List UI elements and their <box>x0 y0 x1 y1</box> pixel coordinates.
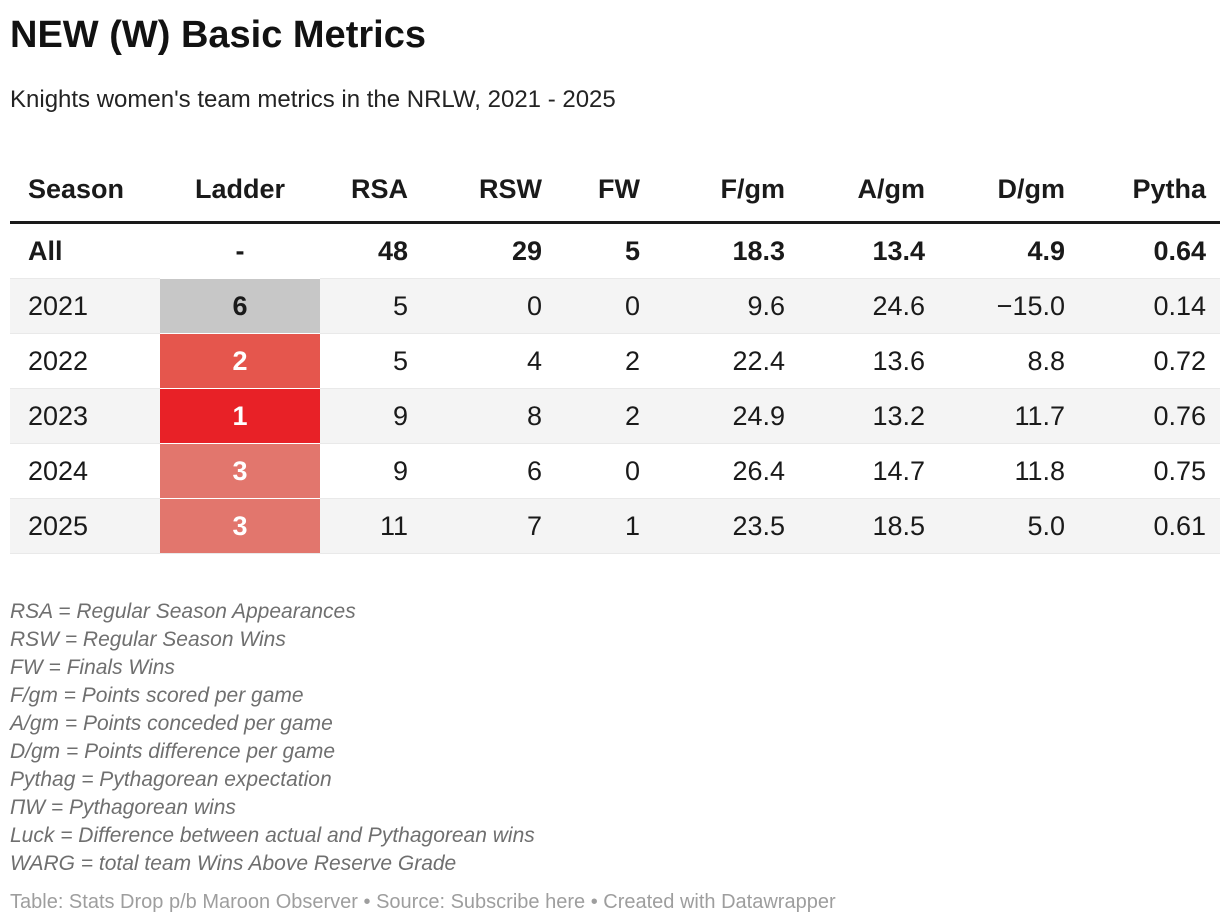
footnote-line: Pythag = Pythagorean expectation <box>10 768 332 792</box>
footnotes: RSA = Regular Season Appearances RSW = R… <box>10 598 1210 878</box>
rsa-cell: 5 <box>320 278 422 334</box>
season-cell: 2022 <box>10 333 160 389</box>
rsw-cell: 7 <box>422 498 556 555</box>
table-row-2025: 2025 3 11 7 1 23.5 18.5 5.0 0.61 <box>10 498 1220 555</box>
ladder-rank-cell: 3 <box>160 498 320 555</box>
dgm-cell: 11.8 <box>939 443 1079 499</box>
dgm-cell: 11.7 <box>939 388 1079 444</box>
separator-dot: • <box>363 891 371 914</box>
pythag-cell: 0.76 <box>1079 388 1220 444</box>
season-cell: 2024 <box>10 443 160 499</box>
fw-cell: 2 <box>556 388 654 444</box>
fw-cell: 1 <box>556 498 654 555</box>
source-link[interactable]: Subscribe here <box>450 891 586 914</box>
season-cell: 2023 <box>10 388 160 444</box>
rsw-cell: 29 <box>511 235 542 266</box>
footnote-line: FW = Finals Wins <box>10 656 175 680</box>
fw-cell: 0 <box>556 278 654 334</box>
fw-cell: 2 <box>556 333 654 389</box>
fw-cell: 0 <box>556 443 654 499</box>
footnote-line: WARG = total team Wins Above Reserve Gra… <box>10 852 457 876</box>
rsa-cell: 48 <box>377 235 408 266</box>
column-header-agm: A/gm <box>799 144 939 225</box>
rsa-cell: 11 <box>320 498 422 555</box>
rsa-cell: 9 <box>320 388 422 444</box>
rsa-cell: 5 <box>320 333 422 389</box>
column-header-dgm: D/gm <box>939 144 1079 225</box>
ladder-cell: - <box>235 235 245 266</box>
page-title: NEW (W) Basic Metrics <box>10 14 426 56</box>
agm-cell: 13.4 <box>872 235 925 266</box>
footnote-line: Luck = Difference between actual and Pyt… <box>10 824 535 848</box>
rsw-cell: 4 <box>422 333 556 389</box>
table-credit: Table: Stats Drop p/b Maroon Observer <box>10 891 358 914</box>
fgm-cell: 26.4 <box>654 443 799 499</box>
column-header-fw: FW <box>556 144 654 225</box>
ladder-rank-cell: 3 <box>160 443 320 499</box>
agm-cell: 13.6 <box>799 333 939 389</box>
fgm-cell: 22.4 <box>654 333 799 389</box>
fgm-cell: 9.6 <box>654 278 799 334</box>
footnote-line: ΠW = Pythagorean wins <box>10 796 236 820</box>
rsw-cell: 0 <box>422 278 556 334</box>
column-header-ladder: Ladder <box>160 144 320 225</box>
footnote-line: A/gm = Points conceded per game <box>10 712 333 736</box>
season-cell: All <box>28 235 63 266</box>
table-row-all: All - 48 29 5 18.3 13.4 4.9 0.64 <box>10 223 1220 279</box>
table-header-row: Season Ladder RSA RSW FW F/gm A/gm D/gm … <box>10 144 1220 225</box>
agm-cell: 18.5 <box>799 498 939 555</box>
page-subtitle: Knights women's team metrics in the NRLW… <box>10 85 616 113</box>
fgm-cell: 24.9 <box>654 388 799 444</box>
attribution-line: Table: Stats Drop p/b Maroon Observer • … <box>10 890 1210 914</box>
fgm-cell: 18.3 <box>732 235 785 266</box>
ladder-rank-cell: 2 <box>160 333 320 389</box>
separator-dot: • <box>590 891 598 914</box>
table-row-2024: 2024 3 9 6 0 26.4 14.7 11.8 0.75 <box>10 443 1220 499</box>
fw-cell: 5 <box>624 235 640 266</box>
metrics-table: Season Ladder RSA RSW FW F/gm A/gm D/gm … <box>10 144 1220 555</box>
table-row-2022: 2022 2 5 4 2 22.4 13.6 8.8 0.72 <box>10 333 1220 389</box>
rsa-cell: 9 <box>320 443 422 499</box>
season-cell: 2025 <box>10 498 160 555</box>
agm-cell: 13.2 <box>799 388 939 444</box>
fgm-cell: 23.5 <box>654 498 799 555</box>
datawrapper-credit: Created with Datawrapper <box>603 891 836 914</box>
column-header-fgm: F/gm <box>654 144 799 225</box>
footnote-line: D/gm = Points difference per game <box>10 740 336 764</box>
dgm-cell: 8.8 <box>939 333 1079 389</box>
agm-cell: 24.6 <box>799 278 939 334</box>
rsw-cell: 8 <box>422 388 556 444</box>
footnote-line: RSW = Regular Season Wins <box>10 628 286 652</box>
dgm-cell: 5.0 <box>939 498 1079 555</box>
footnote-line: RSA = Regular Season Appearances <box>10 600 356 624</box>
pythag-cell: 0.61 <box>1079 498 1220 555</box>
column-header-rsw: RSW <box>422 144 556 225</box>
ladder-rank-cell: 6 <box>160 278 320 334</box>
dgm-cell: −15.0 <box>939 278 1079 334</box>
pythag-cell: 0.72 <box>1079 333 1220 389</box>
ladder-rank-cell: 1 <box>160 388 320 444</box>
table-row-2021: 2021 6 5 0 0 9.6 24.6 −15.0 0.14 <box>10 278 1220 334</box>
source-label: Source: <box>376 891 446 914</box>
pythag-cell: 0.75 <box>1079 443 1220 499</box>
table-row-2023: 2023 1 9 8 2 24.9 13.2 11.7 0.76 <box>10 388 1220 444</box>
season-cell: 2021 <box>10 278 160 334</box>
pythag-cell: 0.14 <box>1079 278 1220 334</box>
pythag-cell: 0.64 <box>1153 235 1206 266</box>
dgm-cell: 4.9 <box>1027 235 1065 266</box>
footnote-line: F/gm = Points scored per game <box>10 684 304 708</box>
column-header-rsa: RSA <box>320 144 422 225</box>
column-header-season: Season <box>10 144 160 225</box>
column-header-pythag: Pytha <box>1079 144 1220 225</box>
rsw-cell: 6 <box>422 443 556 499</box>
agm-cell: 14.7 <box>799 443 939 499</box>
